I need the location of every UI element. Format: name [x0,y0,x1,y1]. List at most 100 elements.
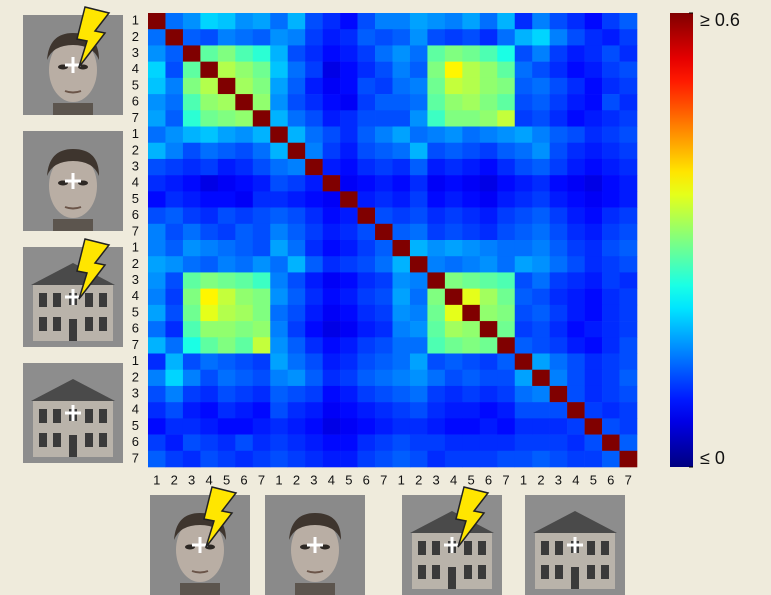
cell [148,240,166,257]
cell [148,353,166,371]
cell [182,94,201,111]
cell [619,240,638,257]
cell [287,61,306,79]
cell [444,304,463,322]
cell [567,110,585,127]
cell [584,142,603,160]
cell [619,304,638,322]
cell [270,240,289,257]
cell [287,272,306,289]
cell [200,13,219,30]
cell [514,402,533,419]
cell [340,223,358,241]
cell [392,77,411,95]
cell [340,288,358,306]
row-label: 2 [132,29,139,44]
cell [497,418,516,435]
cell [287,45,306,62]
cell [270,175,289,192]
cell [217,434,236,452]
cell [514,126,533,144]
cell [392,126,411,144]
cell [479,353,498,371]
row-label: 3 [132,45,139,60]
cell [567,402,585,419]
cell [497,13,516,30]
cell [340,402,358,419]
cell [497,434,516,452]
cell [444,337,463,354]
cell [305,223,323,241]
cell [200,272,219,289]
cell [340,304,358,322]
cell [235,94,254,111]
cell [619,402,638,419]
cell [235,240,254,257]
cell [182,240,201,257]
cell [549,450,568,468]
cell [619,369,638,387]
cell [322,256,341,273]
cell [252,207,271,225]
cell [322,434,341,452]
cell [479,337,498,354]
cell [392,223,411,241]
cell [427,272,446,289]
cell [532,77,550,95]
cell [514,207,533,225]
cell [602,126,620,144]
cell [305,402,323,419]
cell [409,288,428,306]
cell [217,191,236,208]
row-label: 6 [132,321,139,336]
cell [182,434,201,452]
cell [270,288,289,306]
cell [287,29,306,46]
cell [409,256,428,273]
cell [235,158,254,176]
cell [462,142,481,160]
cell [287,223,306,241]
cell [357,13,376,30]
cell [340,321,358,338]
cell [602,402,620,419]
cell [392,13,411,30]
cell [427,61,446,79]
cell [252,45,271,62]
cell [235,45,254,62]
cell [444,288,463,306]
cell [392,321,411,338]
cell [235,77,254,95]
cell [427,29,446,46]
cell [602,272,620,289]
row-label: 7 [132,450,139,465]
cell [148,207,166,225]
cell [375,126,393,144]
cell [392,175,411,192]
cell [584,207,603,225]
cell [182,337,201,354]
cell [165,337,184,354]
cell [497,385,516,403]
cell [567,385,585,403]
row-label: 4 [132,175,139,190]
cell [584,434,603,452]
cell [392,272,411,289]
cell [514,434,533,452]
cell [602,13,620,30]
cell [217,207,236,225]
cell [322,126,341,144]
cell [357,191,376,208]
cell [549,304,568,322]
cell [619,175,638,192]
cell [148,126,166,144]
cell [584,450,603,468]
cell [602,353,620,371]
cell [497,110,516,127]
cell [322,353,341,371]
cell [287,158,306,176]
row-label: 1 [132,240,139,255]
cell [497,369,516,387]
cell [357,110,376,127]
cell [444,29,463,46]
